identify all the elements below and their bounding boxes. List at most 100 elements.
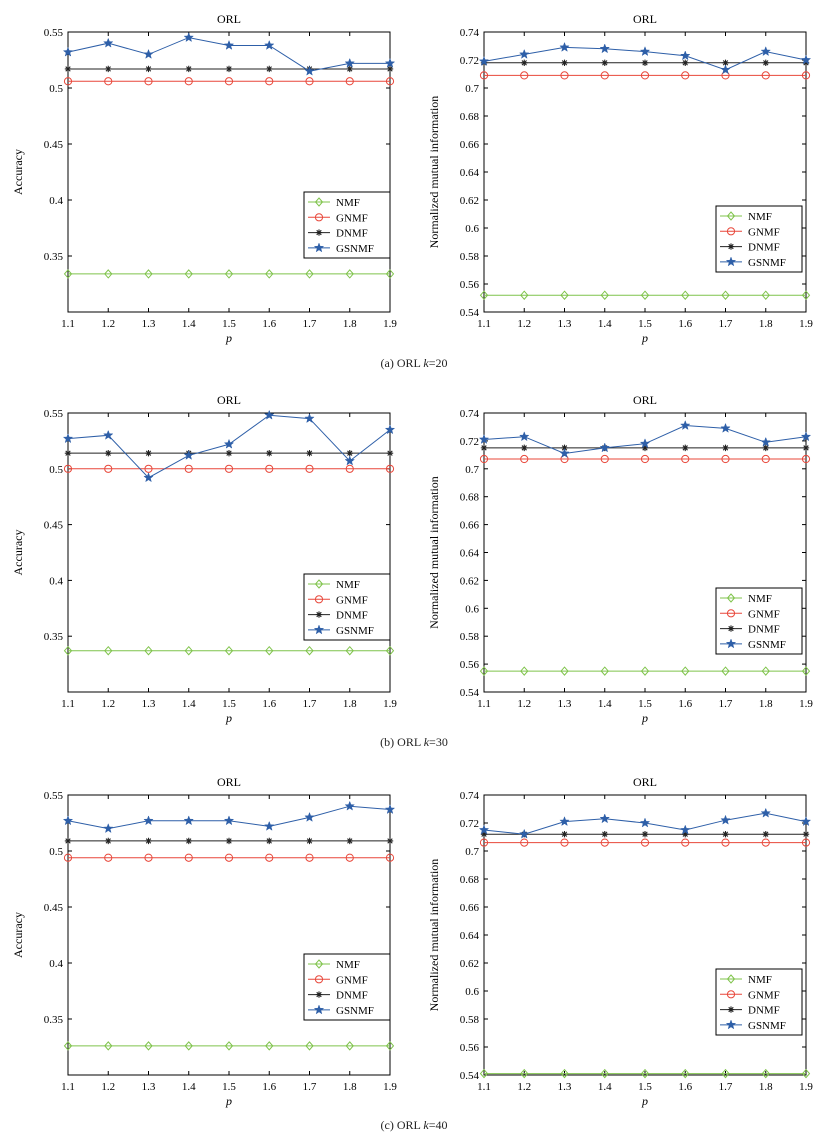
x-tick-label: 1.5 bbox=[222, 1081, 236, 1093]
y-tick-label: 0.64 bbox=[460, 548, 480, 560]
x-tick-label: 1.5 bbox=[638, 698, 652, 710]
data-point bbox=[64, 65, 72, 73]
chart-title: ORL bbox=[633, 393, 657, 407]
y-tick-label: 0.68 bbox=[460, 492, 480, 504]
data-point bbox=[265, 77, 274, 86]
y-tick-label: 0.55 bbox=[44, 27, 64, 39]
legend-marker bbox=[315, 611, 323, 618]
data-point bbox=[561, 831, 568, 838]
data-point bbox=[263, 820, 275, 831]
legend-label: DNMF bbox=[748, 242, 780, 254]
series-gsnmf bbox=[478, 420, 812, 458]
caption-a-value: =20 bbox=[428, 356, 448, 370]
legend-label: NMF bbox=[748, 211, 772, 223]
chart-panel-3: ORL 1.1 1.2 1.3 1.4 1.5 1.6 1.7 1.8 1.9 0.35 0.4 0.4… bbox=[11, 393, 397, 725]
x-axis-label: p bbox=[641, 711, 648, 725]
y-tick-label: 0.5 bbox=[49, 464, 63, 476]
x-tick-label: 1.3 bbox=[142, 698, 156, 710]
data-point bbox=[63, 464, 73, 473]
data-point bbox=[184, 77, 193, 86]
data-point bbox=[681, 666, 690, 676]
data-point bbox=[144, 269, 153, 279]
data-point bbox=[479, 71, 489, 80]
data-point bbox=[385, 853, 395, 862]
x-tick-label: 1.6 bbox=[678, 698, 692, 710]
data-point bbox=[143, 48, 154, 59]
legend-marker bbox=[314, 975, 324, 984]
data-point bbox=[63, 853, 73, 862]
legend-label: DNMF bbox=[336, 990, 368, 1002]
y-tick-label: 0.64 bbox=[460, 167, 480, 179]
caption-b-k: k bbox=[423, 735, 430, 749]
legend-marker bbox=[726, 974, 736, 984]
data-point bbox=[346, 449, 353, 457]
data-point bbox=[104, 1041, 113, 1051]
data-point bbox=[223, 815, 235, 826]
data-point bbox=[224, 1041, 234, 1051]
data-point bbox=[521, 59, 528, 66]
x-tick-label: 1.9 bbox=[383, 318, 397, 330]
data-point bbox=[224, 464, 234, 473]
data-point bbox=[266, 449, 273, 457]
legend-label: GNMF bbox=[336, 212, 368, 224]
data-point bbox=[184, 645, 193, 656]
x-tick-label: 1.5 bbox=[222, 698, 236, 710]
data-point bbox=[800, 431, 812, 442]
data-point bbox=[761, 1068, 770, 1079]
data-point bbox=[762, 444, 769, 452]
data-point bbox=[306, 837, 313, 845]
y-tick-label: 0.74 bbox=[460, 408, 480, 420]
data-point bbox=[640, 290, 650, 300]
x-tick-label: 1.4 bbox=[598, 318, 612, 330]
x-tick-label: 1.7 bbox=[303, 698, 317, 710]
data-point bbox=[561, 59, 568, 66]
chart-title: ORL bbox=[633, 775, 657, 789]
chart-panel-1: ORL 1.1 1.2 1.3 1.4 1.5 1.6 1.7 1.8 1.9 0.35 0.4 0.4… bbox=[11, 12, 397, 345]
data-point bbox=[600, 71, 609, 80]
data-point bbox=[224, 269, 234, 279]
chart-title: ORL bbox=[217, 393, 241, 407]
data-point bbox=[385, 464, 395, 473]
data-point bbox=[346, 837, 353, 845]
data-point bbox=[721, 1068, 730, 1079]
data-point bbox=[386, 449, 394, 457]
y-axis-label: Normalized mutual information bbox=[427, 859, 441, 1012]
data-point bbox=[305, 77, 314, 86]
data-point bbox=[479, 454, 489, 464]
data-point bbox=[639, 817, 651, 828]
series-gnmf bbox=[479, 71, 811, 80]
series-nmf bbox=[63, 269, 395, 279]
data-point bbox=[520, 666, 529, 676]
data-point bbox=[761, 290, 770, 300]
data-point bbox=[518, 431, 530, 442]
caption-c-k: k bbox=[423, 1118, 429, 1132]
data-point bbox=[520, 71, 529, 80]
data-point bbox=[721, 838, 730, 847]
x-tick-label: 1.2 bbox=[517, 698, 531, 710]
legend-marker bbox=[314, 197, 324, 207]
data-point bbox=[520, 290, 529, 300]
x-tick-label: 1.9 bbox=[383, 1081, 397, 1093]
data-point bbox=[384, 424, 396, 435]
x-tick-label: 1.1 bbox=[477, 318, 491, 330]
data-point bbox=[478, 824, 490, 835]
legend-marker bbox=[725, 1019, 737, 1030]
chart-panel-4: ORL 1.1 1.2 1.3 1.4 1.5 1.6 1.7 1.8 1.9 0.54 0.56 0.… bbox=[427, 393, 813, 725]
data-point bbox=[64, 449, 72, 457]
legend-label: GSNMF bbox=[748, 257, 786, 269]
legend-label: DNMF bbox=[336, 228, 368, 240]
y-axis-label: Accuracy bbox=[11, 912, 25, 958]
y-axis-label: Accuracy bbox=[11, 149, 25, 195]
y-tick-label: 0.6 bbox=[465, 223, 479, 235]
data-point bbox=[518, 48, 530, 59]
data-point bbox=[599, 442, 611, 453]
data-point bbox=[640, 1068, 650, 1079]
y-axis-label: Normalized mutual information bbox=[427, 96, 441, 249]
data-point bbox=[145, 449, 152, 457]
data-point bbox=[681, 290, 690, 300]
data-point bbox=[760, 46, 772, 57]
legend-marker bbox=[726, 990, 736, 999]
data-point bbox=[478, 433, 490, 444]
x-tick-label: 1.4 bbox=[598, 1081, 612, 1093]
x-tick-label: 1.3 bbox=[558, 698, 572, 710]
